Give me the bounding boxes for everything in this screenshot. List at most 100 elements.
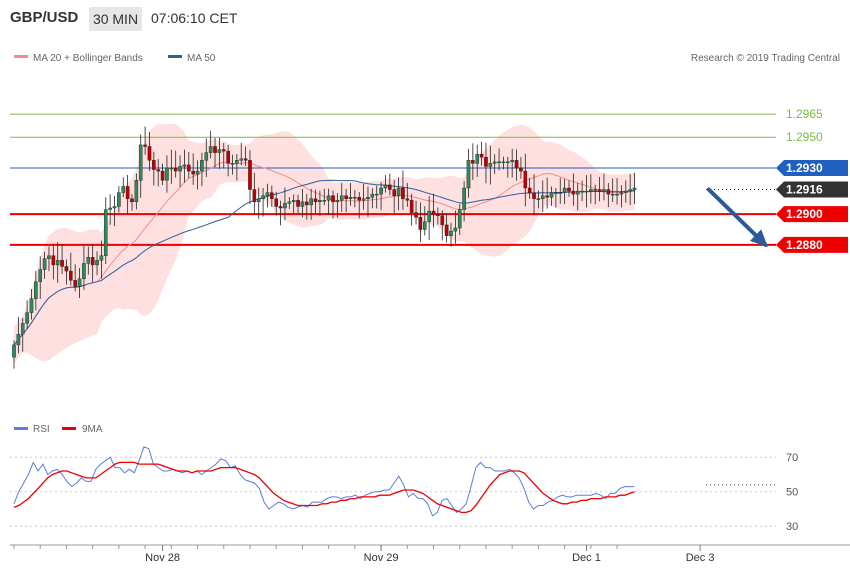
candle-body xyxy=(453,227,458,232)
candle xyxy=(488,145,493,185)
candle-body xyxy=(484,157,488,167)
candle xyxy=(42,251,47,279)
candle xyxy=(532,174,536,216)
candle xyxy=(361,183,366,210)
candle xyxy=(597,177,602,202)
candle xyxy=(514,149,519,181)
candle-body xyxy=(348,197,353,199)
candle-body xyxy=(134,180,139,203)
rsi-lines xyxy=(13,446,635,517)
candle-body xyxy=(589,189,593,192)
candle-body xyxy=(34,281,38,299)
candle xyxy=(628,174,632,205)
candle xyxy=(479,141,484,166)
candle xyxy=(121,177,126,198)
candle-body xyxy=(117,192,121,207)
candle-body xyxy=(130,198,134,203)
level-tag-pivot xyxy=(776,160,848,176)
candle xyxy=(73,264,77,292)
level-label: 1.2930 xyxy=(786,161,823,175)
candle xyxy=(278,200,283,226)
price-axis-labels: 1.2965 1.2950 1.2930 1.2916 1.2900 1.2880 xyxy=(776,107,848,253)
candle-body xyxy=(431,210,436,215)
candle-body xyxy=(243,158,248,161)
candle-body xyxy=(304,201,309,206)
candle-body xyxy=(178,166,182,172)
candle xyxy=(90,243,95,283)
candle xyxy=(562,179,567,205)
candle-body xyxy=(143,144,147,147)
candle xyxy=(610,178,615,203)
candle xyxy=(20,317,25,352)
candle xyxy=(392,179,396,213)
candle xyxy=(178,155,182,187)
candle-body xyxy=(501,161,506,164)
candle-body xyxy=(38,269,43,283)
candle xyxy=(12,340,16,369)
candle xyxy=(523,153,528,207)
candle xyxy=(326,188,331,215)
candle xyxy=(130,194,134,211)
bollinger-band-area xyxy=(14,123,635,364)
candle xyxy=(475,144,480,177)
time-label: Dec 1 xyxy=(572,552,601,564)
candle xyxy=(602,173,606,201)
candle xyxy=(77,268,82,298)
candle xyxy=(388,173,392,196)
candle xyxy=(396,177,401,211)
candle-body xyxy=(108,207,112,210)
candle-body xyxy=(545,195,549,198)
candle xyxy=(173,150,178,178)
candle-body xyxy=(344,195,348,199)
candle-body xyxy=(160,170,165,181)
candle-body xyxy=(396,187,401,196)
timeframe-button[interactable]: 30 MIN xyxy=(89,7,142,31)
candle-body xyxy=(562,187,567,193)
candle-body xyxy=(99,255,104,261)
rsi-series-1 xyxy=(13,461,635,514)
candle xyxy=(554,187,558,208)
candle xyxy=(134,173,139,210)
bollinger-legend-swatch xyxy=(14,55,28,58)
candle-body xyxy=(138,144,143,181)
candle xyxy=(208,130,213,159)
candle xyxy=(265,183,270,208)
chart-header: GBP/USD 30 MIN 07:06:10 CET xyxy=(0,0,850,38)
candle xyxy=(291,194,296,214)
candle-body xyxy=(615,193,619,196)
candle xyxy=(99,240,104,279)
candle-body xyxy=(152,160,156,170)
ma50-legend-label: MA 50 xyxy=(187,53,216,64)
candle xyxy=(25,300,29,330)
candle xyxy=(182,149,187,183)
candle-body xyxy=(506,161,510,164)
candle xyxy=(379,182,383,211)
level-tag-last xyxy=(776,181,848,198)
candle xyxy=(125,174,130,214)
candle-body xyxy=(25,312,29,324)
time-label: Nov 29 xyxy=(364,552,399,564)
candle-body xyxy=(479,153,484,158)
candle-body xyxy=(296,200,300,207)
candle xyxy=(401,170,405,210)
candle xyxy=(527,177,532,199)
candle-body xyxy=(121,186,126,193)
candle-body xyxy=(392,189,396,196)
candle-body xyxy=(270,192,274,199)
candle-body xyxy=(514,160,519,169)
candle xyxy=(156,159,161,187)
candle xyxy=(304,193,309,220)
candle xyxy=(422,206,427,236)
candle xyxy=(47,246,51,272)
candle-body xyxy=(401,187,405,199)
candle-body xyxy=(29,298,34,313)
candle-body xyxy=(235,160,239,164)
candle xyxy=(248,150,252,204)
candle-body xyxy=(527,187,532,193)
candle xyxy=(484,142,488,184)
candle-body xyxy=(331,195,335,203)
candle-body xyxy=(208,146,213,153)
bollinger-legend-label: MA 20 + Bollinger Bands xyxy=(33,53,143,64)
candle xyxy=(567,180,571,197)
candle xyxy=(38,256,43,299)
